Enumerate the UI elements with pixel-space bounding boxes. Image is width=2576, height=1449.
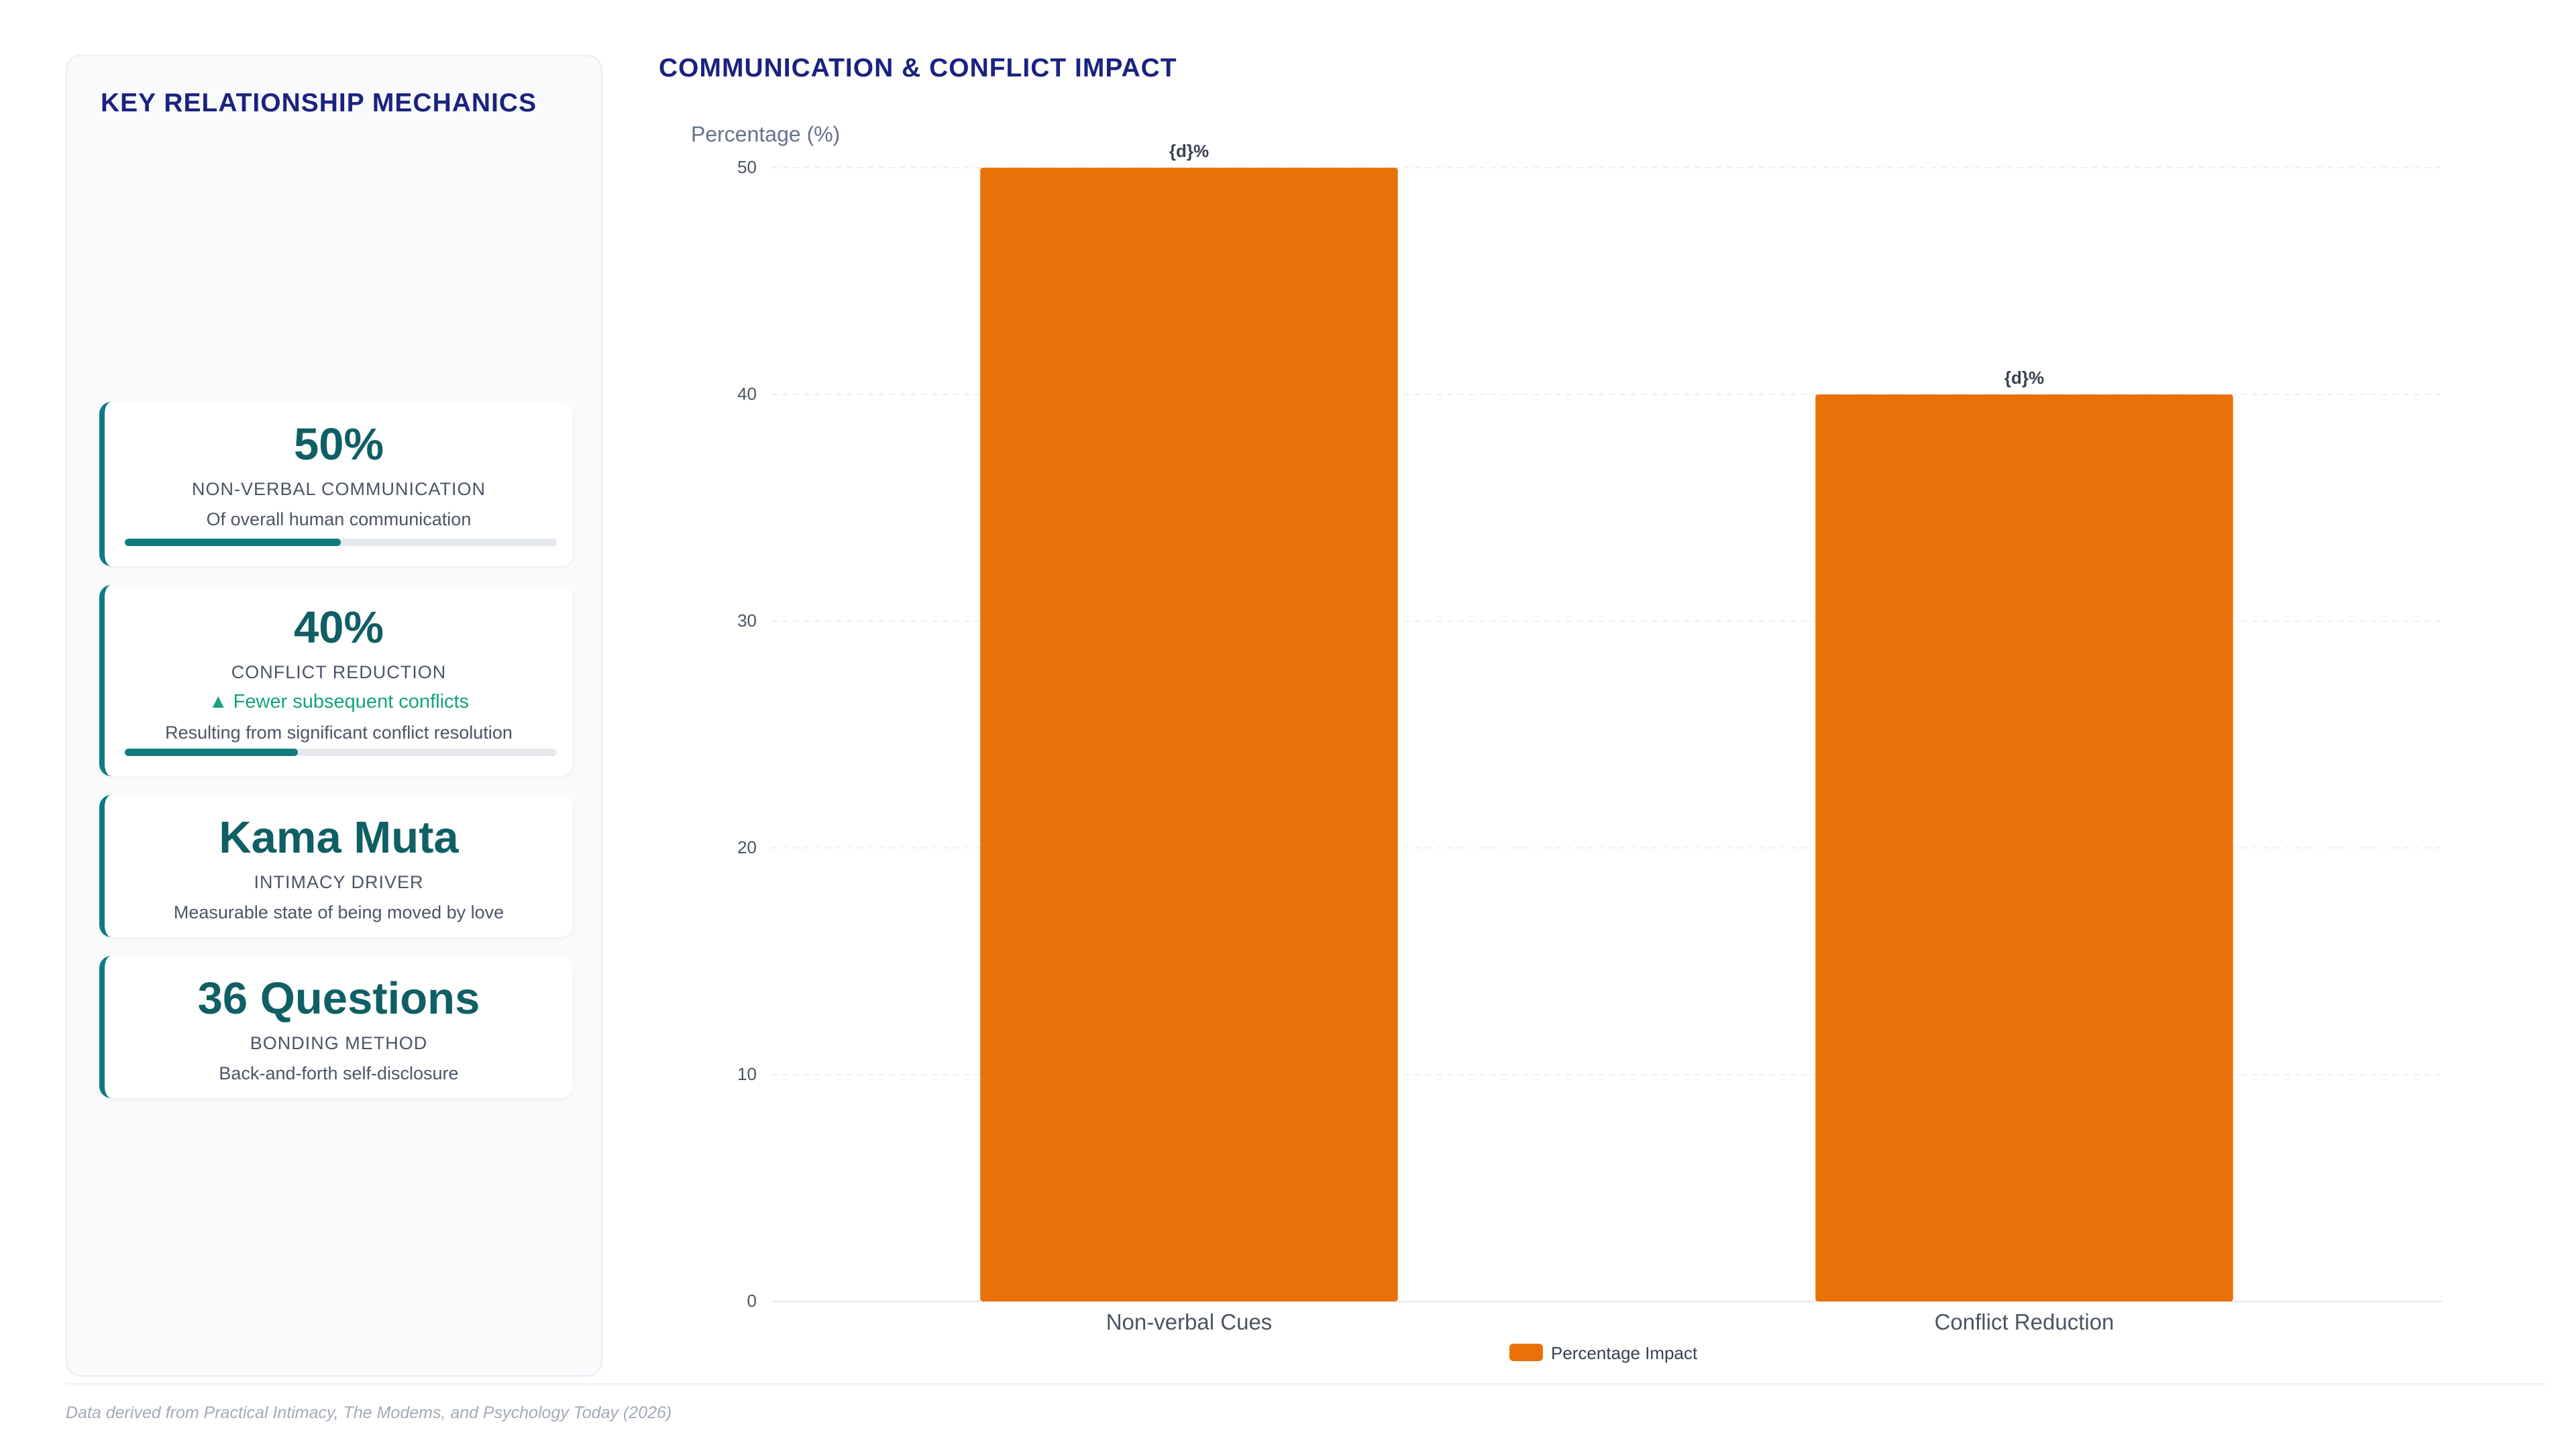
- legend[interactable]: Percentage Impact: [1509, 1343, 1698, 1363]
- x-axis-ticks: Non-verbal Cues Conflict Reduction: [1106, 1309, 2114, 1334]
- bars: [980, 168, 2233, 1301]
- metric-label: CONFLICT REDUCTION: [231, 662, 447, 682]
- y-tick-label: 20: [737, 837, 757, 857]
- trend-indicator: ▲ Fewer subsequent conflicts: [208, 691, 470, 712]
- x-tick-label: Conflict Reduction: [1935, 1309, 2114, 1334]
- metric-value: 40%: [293, 602, 384, 653]
- y-tick-label: 30: [737, 610, 757, 631]
- progress-fill: [125, 539, 341, 546]
- bar[interactable]: [1815, 394, 2233, 1301]
- legend-label: Percentage Impact: [1551, 1343, 1698, 1363]
- metric-description: Back-and-forth self-disclosure: [219, 1063, 459, 1083]
- metric-cards: 50% NON-VERBAL COMMUNICATION Of overall …: [99, 402, 573, 1117]
- metric-value: 36 Questions: [197, 973, 480, 1024]
- progress-bar: [125, 749, 557, 756]
- x-tick-label: Non-verbal Cues: [1106, 1309, 1273, 1334]
- legend-swatch: [1509, 1344, 1543, 1361]
- bar-chart: Percentage (%) 0 10 20 30 40 50 {d}% {d}% Non-…: [691, 122, 2442, 1363]
- metric-label: NON-VERBAL COMMUNICATION: [191, 479, 486, 499]
- source-footnote: Data derived from Practical Intimacy, Th…: [66, 1403, 672, 1422]
- data-label: {d}%: [1169, 141, 1209, 161]
- y-tick-label: 10: [737, 1064, 757, 1084]
- metric-label: BONDING METHOD: [250, 1033, 428, 1053]
- metric-card-kama-muta: Kama Muta INTIMACY DRIVER Measurable sta…: [99, 795, 573, 937]
- data-labels: {d}% {d}%: [1169, 141, 2044, 388]
- footer-divider: [66, 1383, 2548, 1385]
- progress-fill: [125, 749, 298, 756]
- metric-card-36-questions: 36 Questions BONDING METHOD Back-and-for…: [99, 956, 573, 1098]
- y-axis-ticks: 0 10 20 30 40 50: [737, 157, 757, 1311]
- metric-description: Resulting from significant conflict reso…: [165, 722, 513, 743]
- progress-bar: [125, 539, 557, 546]
- y-tick-label: 50: [737, 157, 757, 177]
- bar[interactable]: [980, 168, 1398, 1301]
- chart-title: COMMUNICATION & CONFLICT IMPACT: [659, 54, 1177, 83]
- metric-card-nonverbal: 50% NON-VERBAL COMMUNICATION Of overall …: [99, 402, 573, 566]
- sidebar-title: KEY RELATIONSHIP MECHANICS: [101, 89, 537, 117]
- y-tick-label: 40: [737, 384, 757, 404]
- data-label: {d}%: [2004, 368, 2044, 388]
- metric-card-conflict: 40% CONFLICT REDUCTION ▲ Fewer subsequen…: [99, 585, 573, 776]
- metric-label: INTIMACY DRIVER: [254, 872, 424, 892]
- metric-value: 50%: [293, 419, 384, 470]
- metric-description: Of overall human communication: [206, 509, 472, 529]
- metrics-sidebar: KEY RELATIONSHIP MECHANICS 50% NON-VERBA…: [66, 55, 602, 1377]
- metric-value: Kama Muta: [219, 812, 459, 863]
- y-axis-label: Percentage (%): [691, 122, 840, 146]
- metric-description: Measurable state of being moved by love: [173, 902, 504, 922]
- y-tick-label: 0: [747, 1291, 757, 1311]
